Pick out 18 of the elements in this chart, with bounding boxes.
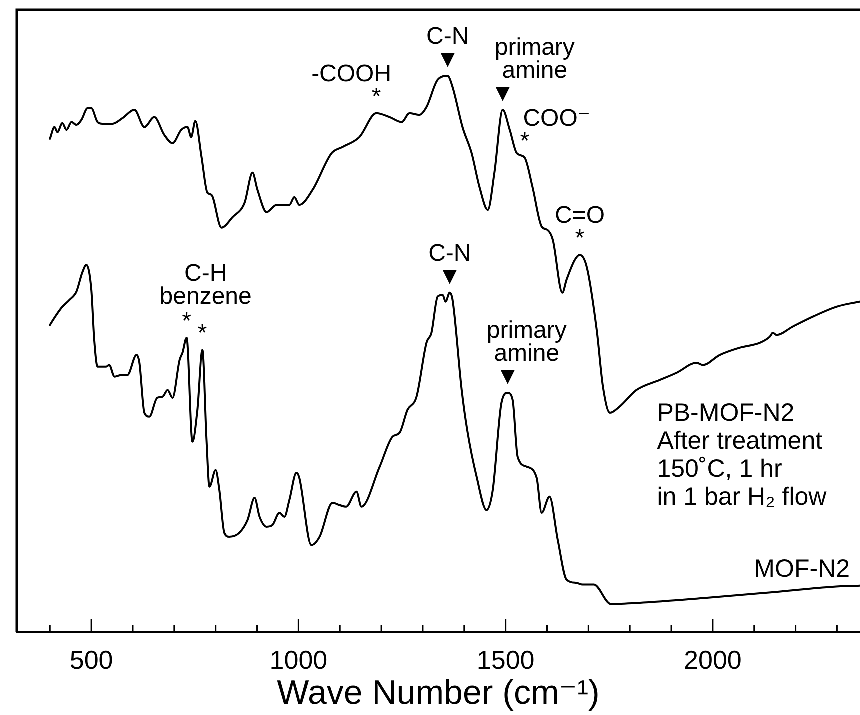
x-tick-label: 1000: [270, 644, 328, 675]
x-tick-label: 1500: [476, 644, 535, 675]
annotation: C-N ▼: [426, 23, 470, 74]
annotation: -COOH *: [312, 60, 392, 110]
annotation: C=O *: [554, 202, 605, 252]
x-tick-label: 500: [70, 644, 114, 675]
annotation: After treatment 150˚C, 1 hr in 1 bar H₂ flow: [657, 426, 828, 511]
annotation: COO⁻ *: [520, 104, 591, 155]
x-axis-title: Wave Number (cm⁻¹): [277, 674, 600, 712]
annotation: C-H benzene: [160, 260, 252, 310]
series-label: PB-MOF-N2: [657, 398, 795, 427]
annotation: primary amine ▼: [486, 316, 567, 390]
annotation: primary amine ▼: [491, 34, 575, 108]
annotation: C-N ▼: [428, 240, 472, 290]
annotation: *: [198, 320, 208, 348]
annotation: *: [182, 308, 192, 335]
x-tick-label: 2000: [684, 644, 742, 675]
series-label: MOF-N2: [754, 554, 850, 583]
